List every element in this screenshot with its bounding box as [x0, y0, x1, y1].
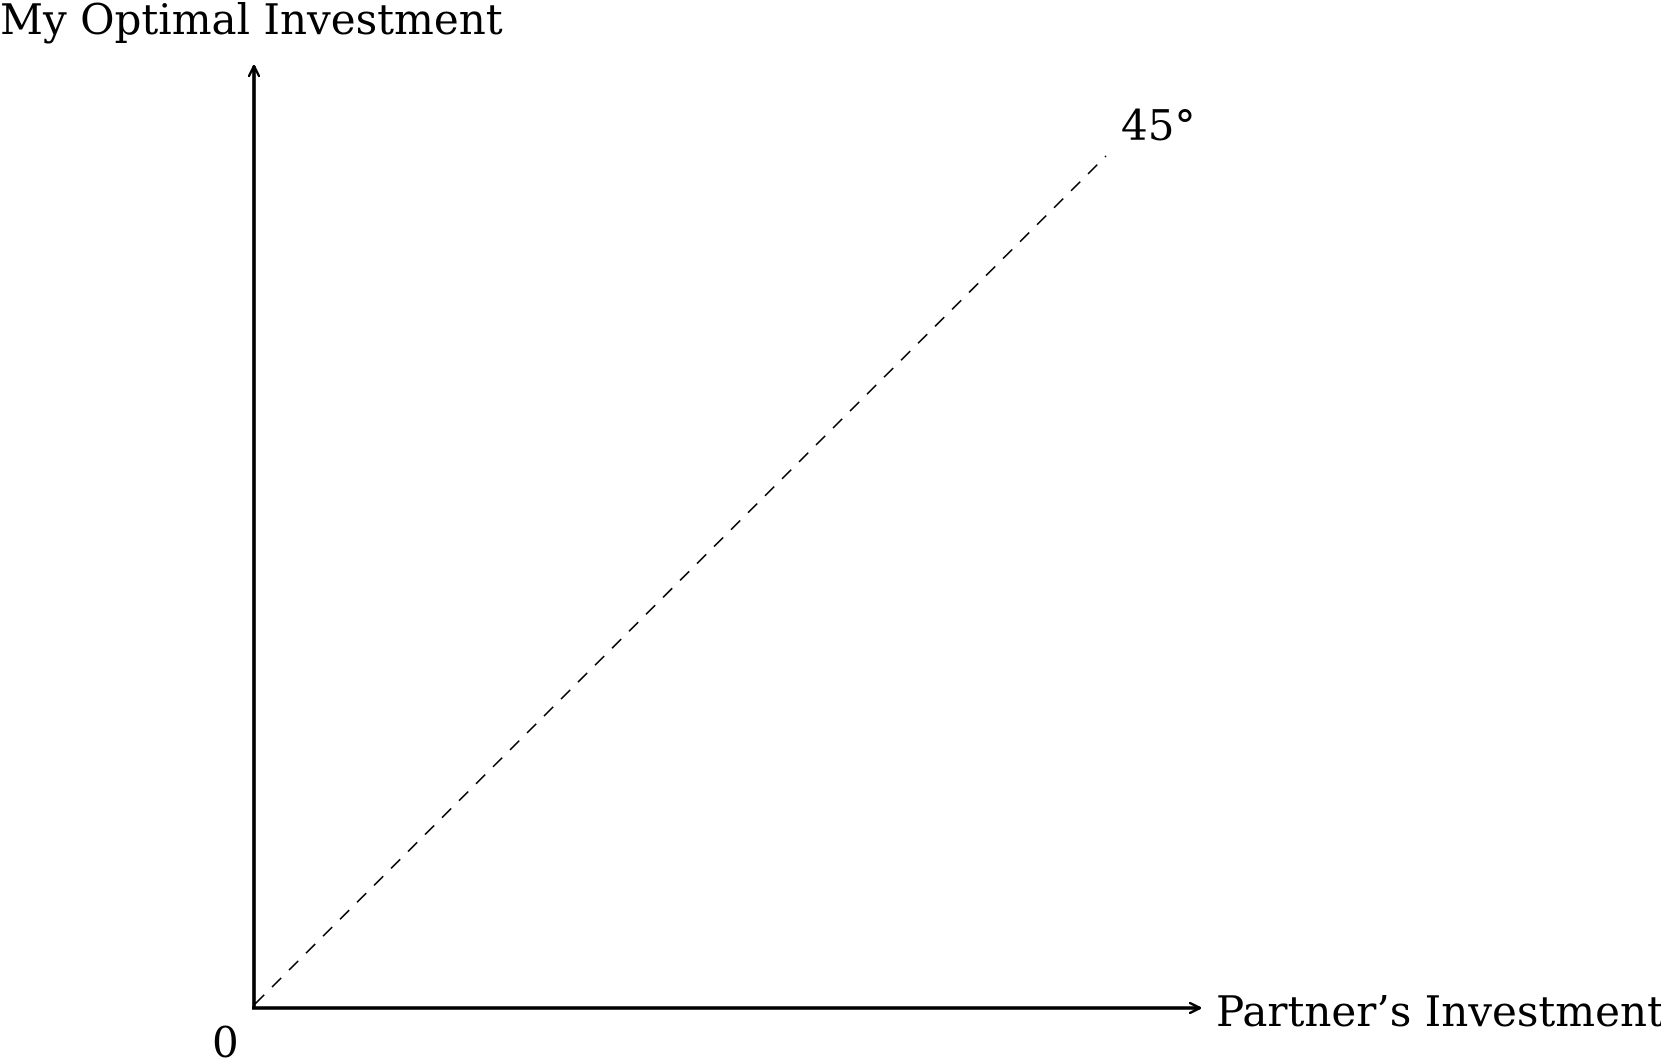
forty-five-degree-line — [254, 155, 1107, 1005]
origin-label: 0 — [212, 1018, 239, 1059]
y-axis-label: My Optimal Investment — [0, 0, 503, 44]
x-axis-label: Partner’s Investment — [1216, 987, 1661, 1036]
forty-five-degree-label: 45° — [1121, 101, 1195, 150]
